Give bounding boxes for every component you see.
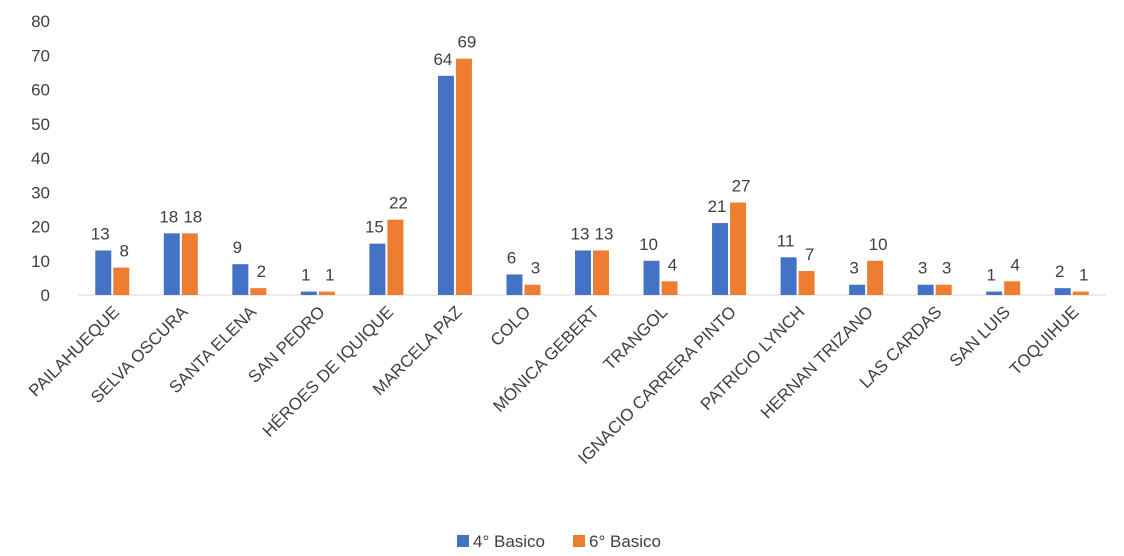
data-label: 1 — [1079, 266, 1088, 285]
bar-6-basico — [524, 285, 540, 295]
bar-6-basico — [1073, 292, 1089, 295]
bar-4-basico — [95, 250, 111, 295]
data-label: 22 — [389, 194, 408, 213]
data-label: 15 — [365, 218, 384, 237]
data-label: 69 — [457, 33, 476, 52]
category-label: COLO — [487, 302, 535, 350]
bar-6-basico — [936, 285, 952, 295]
y-tick-label: 40 — [31, 149, 50, 168]
data-label: 10 — [639, 235, 658, 254]
data-label: 3 — [942, 259, 951, 278]
data-label: 3 — [918, 259, 927, 278]
y-tick-label: 0 — [41, 286, 50, 305]
y-tick-label: 80 — [31, 12, 50, 31]
bar-6-basico — [387, 220, 403, 295]
data-label: 13 — [595, 224, 614, 243]
bar-6-basico — [319, 292, 335, 295]
bar-4-basico — [986, 292, 1002, 295]
data-label: 2 — [257, 262, 266, 281]
data-label: 9 — [233, 238, 242, 257]
bar-4-basico — [164, 233, 180, 295]
data-label: 1 — [986, 266, 995, 285]
bar-4-basico — [438, 76, 454, 295]
data-label: 3 — [849, 259, 858, 278]
category-label: HERNAN TRIZANO — [757, 302, 877, 422]
y-tick-label: 50 — [31, 115, 50, 134]
data-label: 18 — [159, 207, 178, 226]
data-label: 11 — [777, 231, 795, 250]
y-axis: 0 10 20 30 40 50 60 70 80 — [31, 12, 50, 305]
bar-4-basico — [232, 264, 248, 295]
bar-6-basico — [250, 288, 266, 295]
data-label: 2 — [1055, 262, 1064, 281]
y-tick-label: 20 — [31, 218, 50, 237]
legend-swatch — [573, 535, 585, 547]
data-label: 1 — [301, 266, 310, 285]
data-label: 8 — [120, 242, 129, 261]
category-label: TRANGOL — [600, 302, 672, 374]
category-label: SAN LUIS — [946, 302, 1014, 370]
category-label: HÉROES DE IQUIQUE — [259, 302, 397, 440]
bar-4-basico — [575, 250, 591, 295]
y-tick-label: 60 — [31, 81, 50, 100]
data-label: 7 — [805, 245, 814, 264]
bar-4-basico — [918, 285, 934, 295]
data-label: 10 — [869, 235, 888, 254]
bar-6-basico — [113, 268, 129, 295]
data-label: 64 — [433, 50, 452, 69]
bars-group — [95, 59, 1088, 295]
bar-4-basico — [781, 257, 797, 295]
legend-label: 4° Basico — [473, 532, 545, 551]
category-label: TOQUIHUE — [1006, 302, 1083, 379]
bar-6-basico — [662, 281, 678, 295]
data-label: 13 — [571, 224, 590, 243]
bar-4-basico — [849, 285, 865, 295]
bar-6-basico — [799, 271, 815, 295]
y-tick-label: 10 — [31, 252, 50, 271]
bar-6-basico — [867, 261, 883, 295]
bar-4-basico — [1055, 288, 1071, 295]
bar-6-basico — [182, 233, 198, 295]
data-label: 21 — [708, 197, 727, 216]
data-label: 4 — [1010, 255, 1019, 274]
data-label: 4 — [668, 255, 677, 274]
data-label: 6 — [507, 248, 516, 267]
y-tick-label: 70 — [31, 46, 50, 65]
bar-6-basico — [730, 203, 746, 295]
data-label: 27 — [732, 177, 751, 196]
y-tick-label: 30 — [31, 183, 50, 202]
data-label: 18 — [183, 207, 202, 226]
legend-label: 6° Basico — [589, 532, 661, 551]
bar-4-basico — [506, 274, 522, 295]
bar-4-basico — [301, 292, 317, 295]
bar-4-basico — [712, 223, 728, 295]
data-label: 3 — [531, 259, 540, 278]
legend-swatch — [457, 535, 469, 547]
bar-6-basico — [593, 250, 609, 295]
bar-4-basico — [369, 244, 385, 295]
bar-6-basico — [1004, 281, 1020, 295]
legend: 4° Basico 6° Basico — [457, 532, 661, 551]
bar-4-basico — [644, 261, 660, 295]
bar-6-basico — [456, 59, 472, 295]
data-label: 13 — [91, 224, 110, 243]
data-label: 1 — [325, 266, 334, 285]
